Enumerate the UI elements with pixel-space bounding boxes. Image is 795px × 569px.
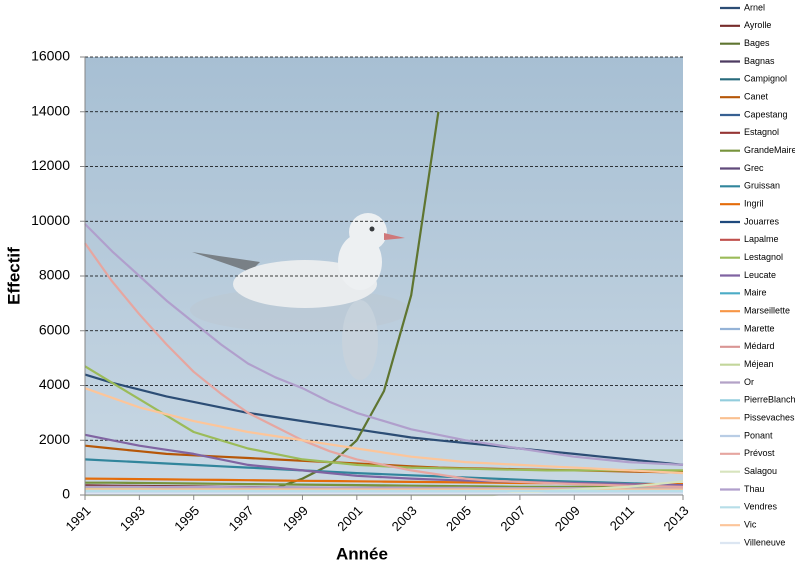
x-tick-label: 1991 [62, 503, 93, 534]
legend-label: Vendres [744, 502, 778, 512]
legend-label: GrandeMaire [744, 145, 795, 155]
legend-label: Gruissan [744, 181, 780, 191]
legend-label: Pissevaches [744, 413, 795, 423]
legend-label: Méjean [744, 359, 774, 369]
legend-label: Arnel [744, 2, 765, 12]
legend-label: Estagnol [744, 127, 779, 137]
series-line [84, 433, 684, 487]
series-line [84, 387, 684, 475]
series-line [84, 458, 684, 486]
legend-label: Prévost [744, 448, 775, 458]
x-tick-label: 2013 [660, 503, 691, 534]
y-tick-label: 8000 [39, 267, 70, 283]
series-line [85, 481, 683, 488]
legend-label: Marette [744, 323, 775, 333]
legend-label: Jouarres [744, 216, 780, 226]
gull-photo [190, 213, 410, 380]
legend-label: Campignol [744, 74, 787, 84]
legend-label: Lapalme [744, 234, 779, 244]
legend-label: Médard [744, 341, 775, 351]
legend-label: Ayrolle [744, 20, 771, 30]
legend-label: Thau [744, 484, 765, 494]
legend-label: Leucate [744, 270, 776, 280]
legend-label: Or [744, 377, 754, 387]
y-tick-label: 6000 [39, 321, 70, 337]
legend-label: Marseillette [744, 306, 790, 316]
x-axis-title: Année [336, 544, 388, 563]
legend-label: Lestagnol [744, 252, 783, 262]
x-tick-label: 2007 [497, 503, 528, 534]
legend-label: Grec [744, 163, 764, 173]
x-tick-label: 1997 [226, 503, 257, 534]
x-tick-label: 2001 [334, 503, 365, 534]
y-tick-label: 10000 [31, 212, 70, 228]
legend-label: Canet [744, 92, 769, 102]
y-tick-label: 0 [62, 486, 70, 502]
legend: Arnel Ayrolle Bages Bagnas Campignol Canet Cap… [720, 2, 795, 547]
legend-label: Ponant [744, 430, 773, 440]
legend-label: Bages [744, 38, 770, 48]
x-tick-label: 1993 [117, 503, 148, 534]
plot-background [85, 57, 683, 495]
y-tick-label: 2000 [39, 431, 70, 447]
y-tick-label: 4000 [39, 376, 70, 392]
series-line [84, 373, 684, 466]
series-line [84, 365, 683, 472]
x-tick-label: 2009 [552, 503, 583, 534]
y-axis-title: Effectif [4, 247, 23, 305]
series-line [84, 242, 684, 488]
legend-label: Maire [744, 288, 767, 298]
x-tick-label: 2003 [389, 503, 420, 534]
legend-label: Salagou [744, 466, 777, 476]
x-tick-label: 1995 [171, 503, 202, 534]
y-tick-label: 14000 [31, 102, 70, 118]
series-line [84, 223, 684, 466]
legend-label: Vic [744, 520, 757, 530]
x-tick-label: 2005 [443, 503, 474, 534]
legend-label: Bagnas [744, 56, 775, 66]
y-tick-label: 12000 [31, 157, 70, 173]
x-tick-label: 1999 [280, 503, 311, 534]
legend-label: Villeneuve [744, 537, 785, 547]
legend-label: Ingril [744, 199, 764, 209]
legend-label: Capestang [744, 109, 788, 119]
legend-label: PierreBlanche [744, 395, 795, 405]
y-tick-label: 16000 [31, 48, 70, 64]
x-tick-label: 2011 [607, 503, 637, 533]
